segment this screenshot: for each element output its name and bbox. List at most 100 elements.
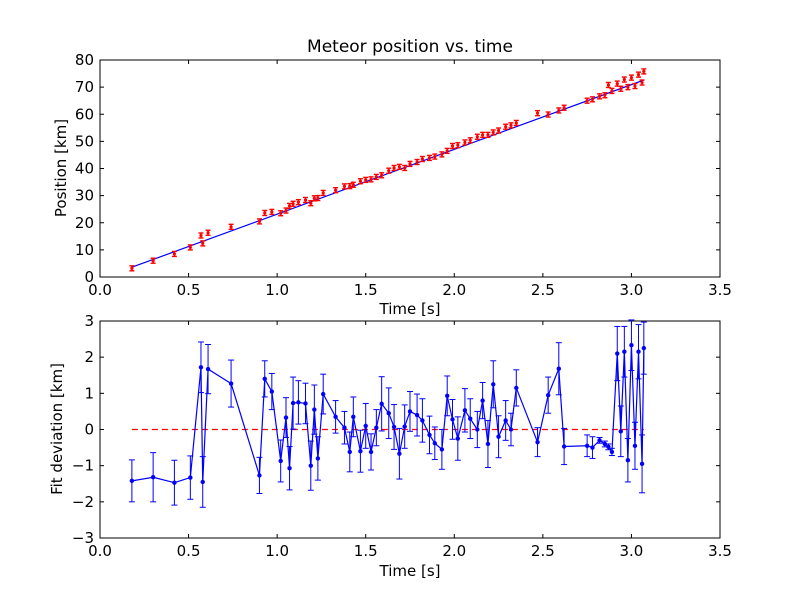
data-point xyxy=(462,139,468,146)
deviation-point xyxy=(268,372,275,411)
point-marker xyxy=(636,73,641,77)
data-point xyxy=(628,74,634,81)
point-marker xyxy=(262,376,267,382)
data-point xyxy=(295,198,301,206)
deviation-point xyxy=(490,360,497,409)
point-marker xyxy=(450,144,455,148)
data-point xyxy=(350,181,356,188)
point-marker xyxy=(201,241,205,245)
data-point xyxy=(402,164,408,172)
point-marker xyxy=(475,427,480,432)
point-marker xyxy=(639,461,645,467)
data-point xyxy=(419,155,425,163)
point-marker xyxy=(602,441,608,447)
point-marker xyxy=(129,478,135,484)
data-point xyxy=(584,97,590,104)
point-marker xyxy=(622,349,627,354)
deviation-point xyxy=(391,404,398,450)
point-marker xyxy=(403,166,407,170)
top-x-tick-label: 3.5 xyxy=(708,281,732,299)
deviation-point xyxy=(431,426,438,461)
data-point xyxy=(262,209,268,217)
data-point xyxy=(589,96,595,103)
point-marker xyxy=(641,345,647,351)
data-point xyxy=(618,85,624,92)
deviation-point xyxy=(467,398,474,440)
point-marker xyxy=(296,200,300,204)
point-marker xyxy=(387,169,391,173)
deviation-point xyxy=(555,342,562,396)
point-marker xyxy=(603,93,607,97)
data-point xyxy=(609,87,615,95)
point-marker xyxy=(427,432,432,438)
point-marker xyxy=(316,196,320,200)
deviation-point xyxy=(454,416,461,461)
point-marker xyxy=(270,210,274,214)
point-marker xyxy=(397,165,401,169)
point-marker xyxy=(415,160,419,164)
point-marker xyxy=(618,429,623,434)
point-marker xyxy=(150,475,156,480)
deviation-point xyxy=(373,409,380,447)
top-y-tick-label: 20 xyxy=(75,214,94,232)
deviation-point xyxy=(261,360,268,398)
data-point xyxy=(200,240,206,247)
deviation-point xyxy=(396,427,403,480)
data-point xyxy=(396,163,402,171)
deviation-plot: 0.0 0.5 1.0 1.5 2.0 2.5 3.0 3.5 −3 −2 −1 0 1 2 3 Time … xyxy=(48,312,732,580)
data-point xyxy=(444,147,450,155)
point-marker xyxy=(615,351,620,356)
bottom-x-tick-label: 2.0 xyxy=(442,542,466,560)
point-marker xyxy=(597,438,602,443)
y-axis-label-bottom: Fit deviation [km] xyxy=(48,363,66,495)
bottom-x-tick-label: 3.0 xyxy=(619,542,643,560)
deviation-point xyxy=(197,341,204,394)
point-marker xyxy=(309,201,313,205)
point-marker xyxy=(456,143,460,147)
point-marker xyxy=(269,389,275,394)
deviation-point xyxy=(614,325,621,382)
deviation-point xyxy=(302,382,309,425)
point-marker xyxy=(535,439,540,445)
point-marker xyxy=(432,441,437,446)
deviation-series-group xyxy=(128,319,647,508)
point-marker xyxy=(172,252,176,256)
point-marker xyxy=(200,479,205,485)
point-marker xyxy=(504,125,508,129)
data-point xyxy=(439,151,445,158)
point-marker xyxy=(606,83,611,87)
top-y-tick-label: 50 xyxy=(75,132,94,150)
data-point xyxy=(474,133,480,140)
data-point xyxy=(632,82,638,90)
deviation-point xyxy=(534,427,541,458)
deviation-point xyxy=(385,387,392,440)
top-y-tick-label: 60 xyxy=(75,105,94,123)
point-marker xyxy=(481,133,485,137)
point-marker xyxy=(333,414,338,420)
data-point xyxy=(639,79,645,86)
data-point xyxy=(287,202,293,210)
point-marker xyxy=(480,398,485,403)
data-point xyxy=(373,173,379,181)
bottom-y-tick-label: −3 xyxy=(72,529,94,547)
bottom-x-tick-label: 1.0 xyxy=(265,542,289,560)
data-point xyxy=(503,123,509,130)
point-marker xyxy=(584,443,590,448)
point-marker xyxy=(263,211,267,215)
data-point xyxy=(636,71,642,78)
point-marker xyxy=(312,407,317,412)
data-point xyxy=(379,172,385,179)
bottom-y-tick-label: 3 xyxy=(84,312,94,330)
point-marker xyxy=(509,123,513,127)
bottom-y-tick-label: −1 xyxy=(72,457,94,475)
deviation-point xyxy=(314,436,321,481)
x-axis-label-bottom: Time [s] xyxy=(379,562,441,580)
data-point xyxy=(269,208,275,216)
deviation-point xyxy=(426,415,433,455)
point-marker xyxy=(626,85,630,89)
top-x-tick-label: 0.5 xyxy=(177,281,201,299)
position-plot: Meteor position vs. time 0.0 0.5 1.0 1.5 2.0… xyxy=(52,37,732,318)
point-marker xyxy=(402,424,407,429)
point-marker xyxy=(491,382,496,387)
